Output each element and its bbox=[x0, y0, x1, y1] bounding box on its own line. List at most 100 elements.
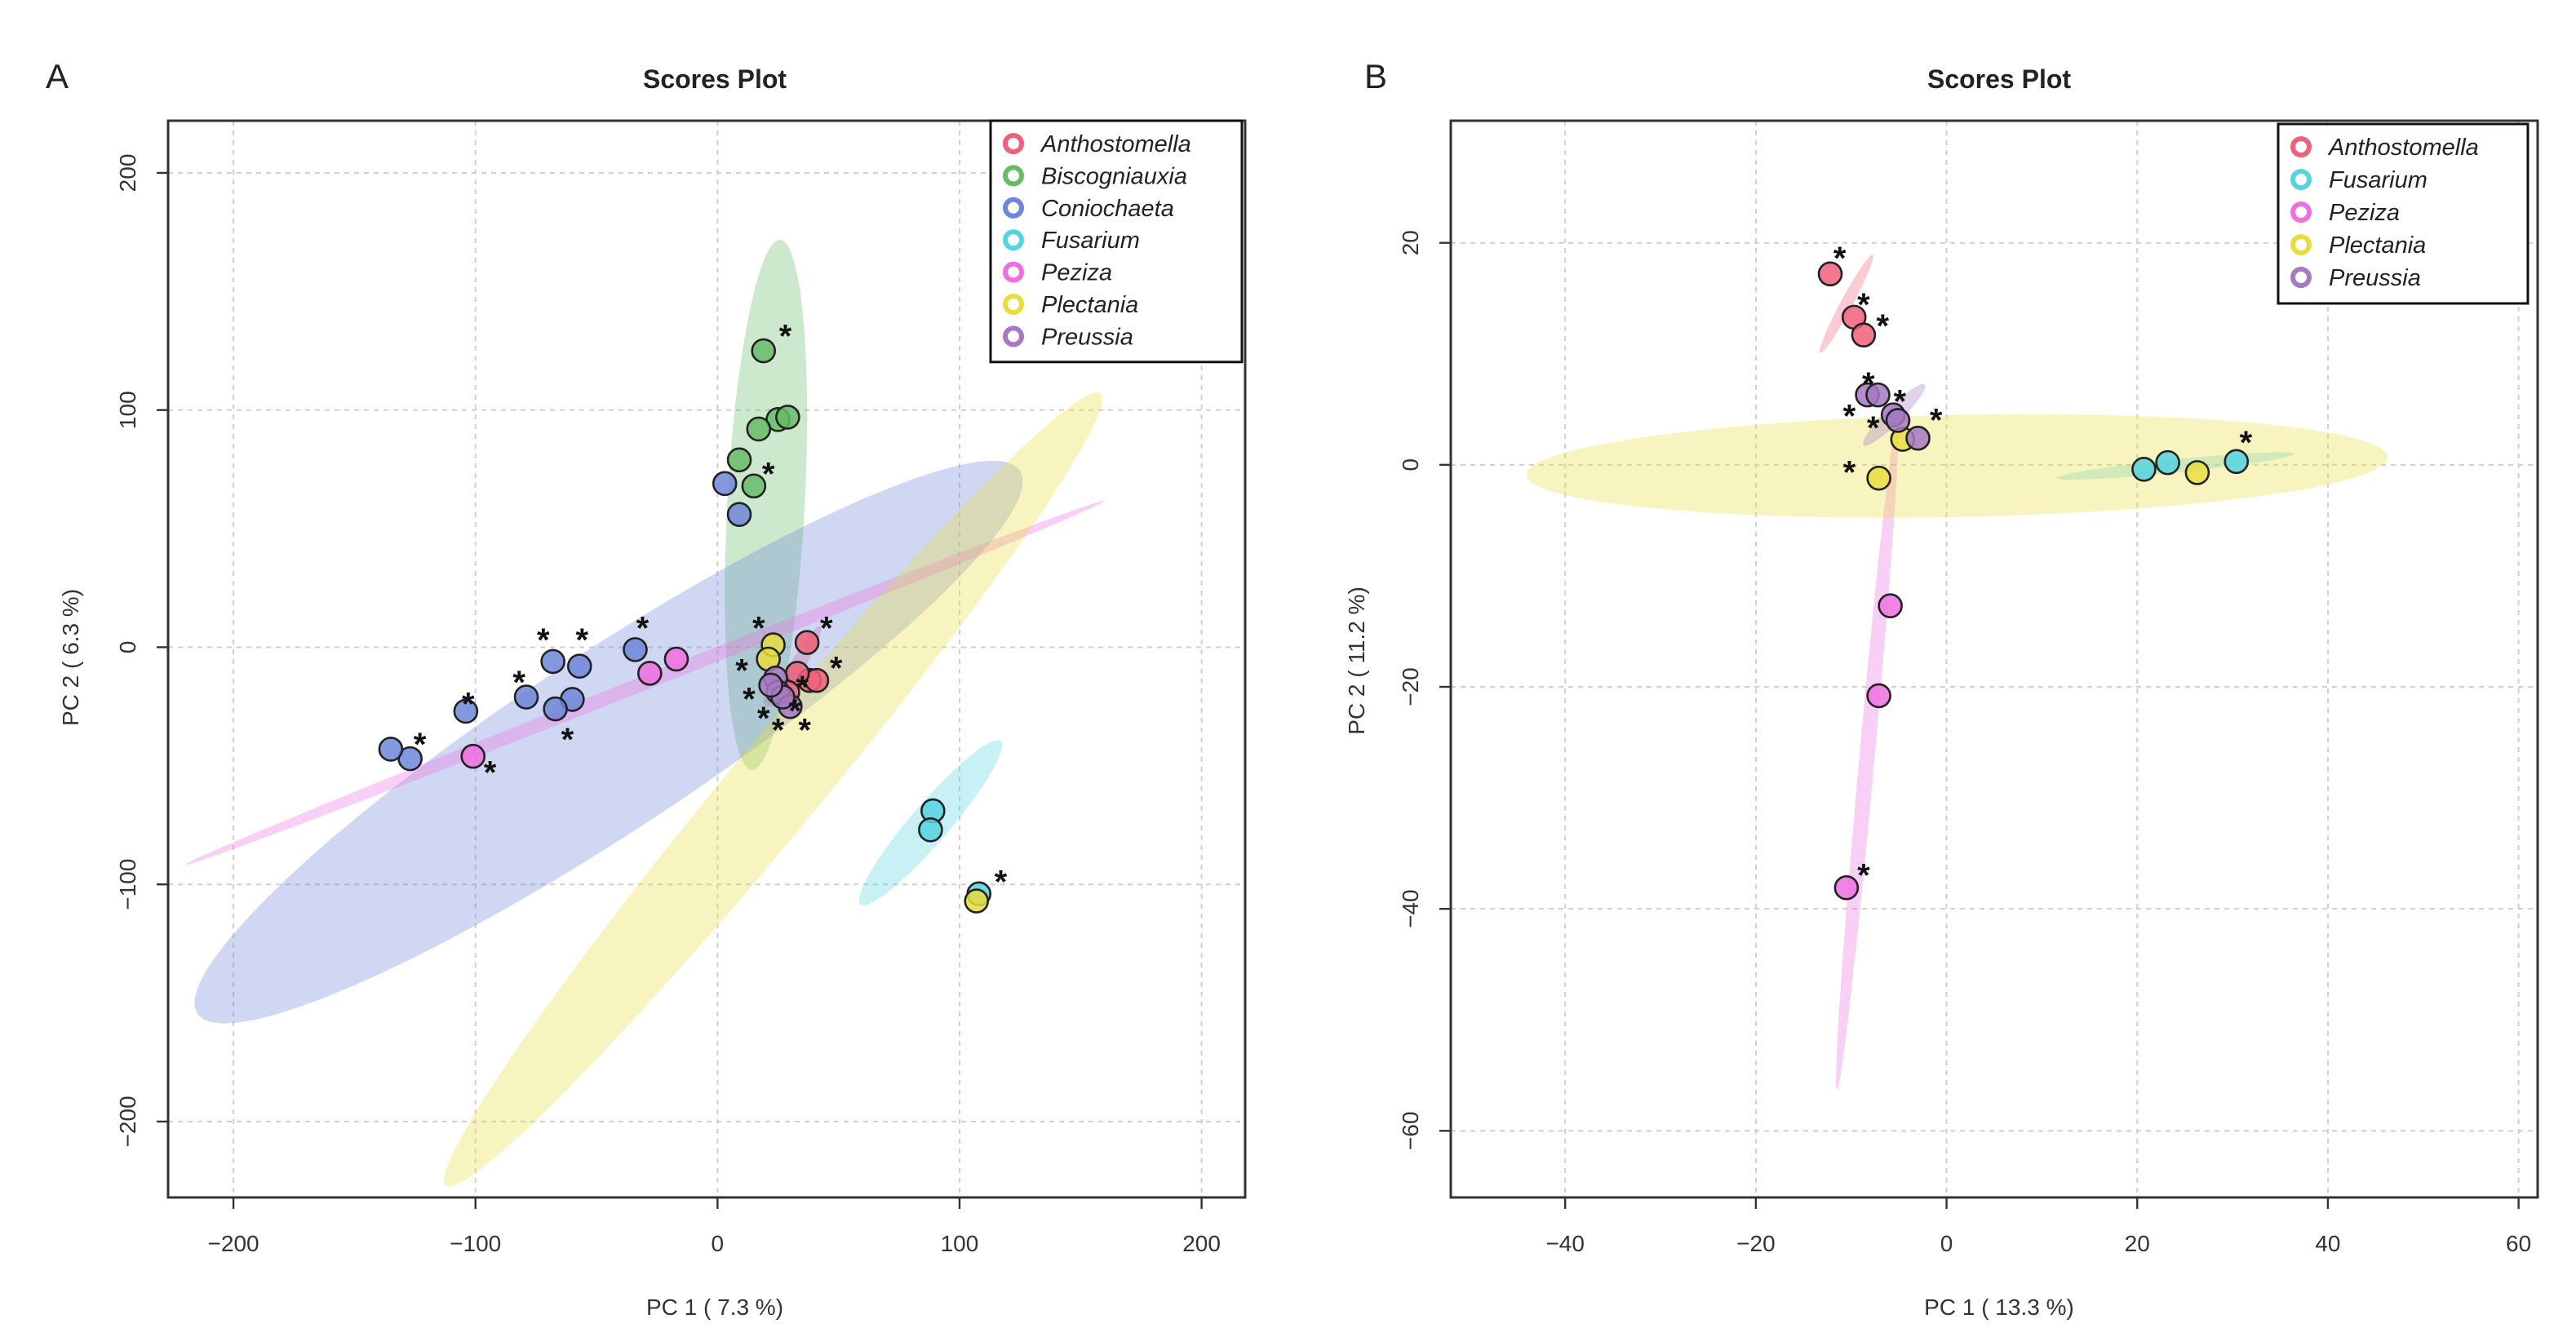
panel-a-x-tick-label: 0 bbox=[712, 1231, 725, 1256]
panel-a-point-biscogniauxia bbox=[751, 338, 777, 364]
panel-a-point-biscogniauxia bbox=[726, 447, 752, 473]
panel-b-point-preussia bbox=[1865, 382, 1891, 408]
panel-a-y-tick-label: 100 bbox=[115, 391, 140, 429]
panel-a-significance-star: * bbox=[575, 622, 588, 658]
panel-b-significance-star: * bbox=[1862, 366, 1875, 402]
panel-a-point-biscogniauxia bbox=[775, 405, 800, 430]
panel-a: A Scores Plot PC 1 ( 7.3 %) PC 2 ( 6.3 %… bbox=[46, 57, 1247, 1320]
panel-a-legend-label-preussia: Preussia bbox=[1041, 324, 1133, 350]
panel-a-legend-marker-peziza bbox=[1003, 261, 1024, 283]
panel-a-significance-star: * bbox=[484, 755, 497, 791]
panel-a-ellipse-biscogniauxia bbox=[725, 239, 808, 771]
panel-b-ellipse-plectania bbox=[1526, 414, 2388, 518]
panel-a-significance-star: * bbox=[757, 701, 770, 737]
panel-a-point-coniochaeta bbox=[566, 653, 592, 679]
panel-a-significance-star: * bbox=[743, 682, 756, 718]
panel-b: B Scores Plot PC 1 ( 13.3 %) PC 2 ( 11.2… bbox=[1344, 57, 2539, 1320]
panel-a-point-coniochaeta bbox=[712, 471, 738, 497]
panel-b-point-fusarium bbox=[2155, 449, 2180, 476]
panel-a-point-fusarium bbox=[918, 817, 943, 843]
panel-a-significance-star: * bbox=[752, 610, 765, 646]
panel-a-point-peziza bbox=[663, 646, 689, 672]
panel-a-significance-star: * bbox=[798, 712, 811, 748]
panel-b-legend-marker-plectania bbox=[2290, 234, 2312, 255]
panel-b-y-tick-label: 0 bbox=[1398, 458, 1423, 471]
panel-b-legend-marker-peziza bbox=[2290, 201, 2312, 223]
panel-b-axes: −40 −20 0 20 40 60 −60 −40 −20 0 20 bbox=[1398, 119, 2539, 1256]
panel-b-legend-label-peziza: Peziza bbox=[2329, 200, 2400, 226]
panel-b-legend-label-anthostomella: Anthostomella bbox=[2327, 135, 2479, 161]
panel-a-point-coniochaeta bbox=[540, 648, 565, 675]
panel-a-significance-star: * bbox=[995, 864, 1008, 900]
panel-b-significance-star: * bbox=[1857, 858, 1870, 894]
panel-b-x-tick-label: −20 bbox=[1736, 1231, 1776, 1256]
panel-a-significance-star: * bbox=[462, 686, 475, 722]
panel-a-significance-star: * bbox=[762, 456, 775, 492]
panel-b-legend-marker-preussia bbox=[2290, 267, 2312, 288]
panel-a-legend-marker-plectania bbox=[1003, 294, 1024, 315]
panel-b-significance-star: * bbox=[1843, 455, 1856, 491]
panel-b-y-axis-label: PC 2 ( 11.2 %) bbox=[1344, 586, 1369, 735]
panel-b-point-plectania bbox=[1866, 465, 1891, 491]
panel-b-legend-box bbox=[2277, 122, 2529, 305]
panel-b-y-tick-label: −40 bbox=[1398, 889, 1423, 928]
panel-a-axes: −200 −100 0 100 200 −200 −100 0 100 200 bbox=[115, 119, 1247, 1256]
panel-b-significance-star: * bbox=[1833, 241, 1847, 277]
panel-b-point-plectania bbox=[2184, 460, 2210, 485]
panel-b-x-tick-label: 60 bbox=[2506, 1231, 2531, 1256]
panel-b-y-tick-label: −60 bbox=[1398, 1112, 1423, 1151]
panel-b-data-points bbox=[1817, 261, 2250, 901]
panel-b-x-tick-label: 20 bbox=[2125, 1231, 2150, 1256]
panel-a-point-coniochaeta bbox=[726, 502, 752, 527]
panel-a-significance-star: * bbox=[772, 712, 785, 748]
panel-a-point-coniochaeta bbox=[543, 696, 568, 722]
panel-a-legend-box bbox=[989, 119, 1244, 364]
panel-b-legend-marker-anthostomella bbox=[2290, 136, 2312, 157]
panel-a-significance-star: * bbox=[414, 727, 427, 763]
panel-b-legend-label-plectania: Plectania bbox=[2329, 232, 2426, 259]
panel-b-significance-star: * bbox=[1930, 403, 1943, 439]
panel-a-plot-frame bbox=[166, 119, 1247, 1199]
panel-a-significance-star: * bbox=[779, 319, 792, 355]
panel-b-ellipse-peziza bbox=[1836, 414, 1900, 1091]
panel-a-legend-label-coniochaeta: Coniochaeta bbox=[1041, 196, 1174, 222]
panel-b-point-preussia bbox=[1885, 408, 1911, 433]
panel-a-title: Scores Plot bbox=[643, 64, 787, 94]
panel-a-significance-star: * bbox=[512, 665, 525, 701]
panel-b-legend-marker-fusarium bbox=[2290, 169, 2312, 190]
panel-a-legend-label-peziza: Peziza bbox=[1041, 260, 1112, 286]
panel-b-significance-star: * bbox=[1877, 308, 1890, 344]
panel-b-ellipse-anthostomella bbox=[1820, 254, 1873, 353]
panel-a-point-biscogniauxia bbox=[746, 416, 772, 442]
panel-a-legend-marker-anthostomella bbox=[1003, 133, 1024, 154]
panel-a-legend: Anthostomella Biscogniauxia Coniochaeta Fus… bbox=[989, 119, 1244, 364]
panel-b-title: Scores Plot bbox=[1927, 64, 2071, 94]
panel-a-x-tick-label: 200 bbox=[1182, 1231, 1221, 1256]
panel-a-significance-star: * bbox=[830, 651, 843, 687]
panel-a-y-tick-label: −200 bbox=[115, 1095, 140, 1147]
panel-b-significance-star: * bbox=[1867, 410, 1880, 446]
panel-a-x-tick-label: 100 bbox=[941, 1231, 979, 1256]
panel-a-legend-marker-fusarium bbox=[1003, 229, 1024, 251]
panel-a-legend-marker-coniochaeta bbox=[1003, 197, 1024, 219]
panel-a-point-coniochaeta bbox=[513, 684, 539, 710]
panel-b-point-anthostomella bbox=[1851, 322, 1877, 347]
panel-b-significance-star: * bbox=[2240, 425, 2253, 461]
panel-b-legend-label-preussia: Preussia bbox=[2329, 265, 2421, 291]
panel-b-x-axis-label: PC 1 ( 13.3 %) bbox=[1924, 1295, 2074, 1320]
panel-b-point-preussia bbox=[1905, 425, 1931, 451]
panel-b-point-peziza bbox=[1833, 875, 1860, 901]
panel-a-ellipse-plectania bbox=[444, 392, 1103, 1187]
panel-a-legend-label-plectania: Plectania bbox=[1041, 292, 1138, 318]
panel-b-point-anthostomella bbox=[1817, 261, 1843, 287]
panel-a-point-coniochaeta bbox=[623, 637, 648, 662]
panel-b-x-tick-label: 40 bbox=[2315, 1231, 2340, 1256]
panel-b-significance-star: * bbox=[1857, 287, 1870, 323]
panel-b-x-tick-label: 0 bbox=[1940, 1231, 1953, 1256]
panel-b-point-fusarium bbox=[2131, 456, 2157, 482]
panel-a-data-points bbox=[378, 338, 992, 914]
panel-a-point-peziza bbox=[460, 743, 486, 769]
panel-b-y-tick-label: −20 bbox=[1398, 667, 1423, 706]
panel-a-y-axis-label: PC 2 ( 6.3 %) bbox=[58, 589, 83, 726]
